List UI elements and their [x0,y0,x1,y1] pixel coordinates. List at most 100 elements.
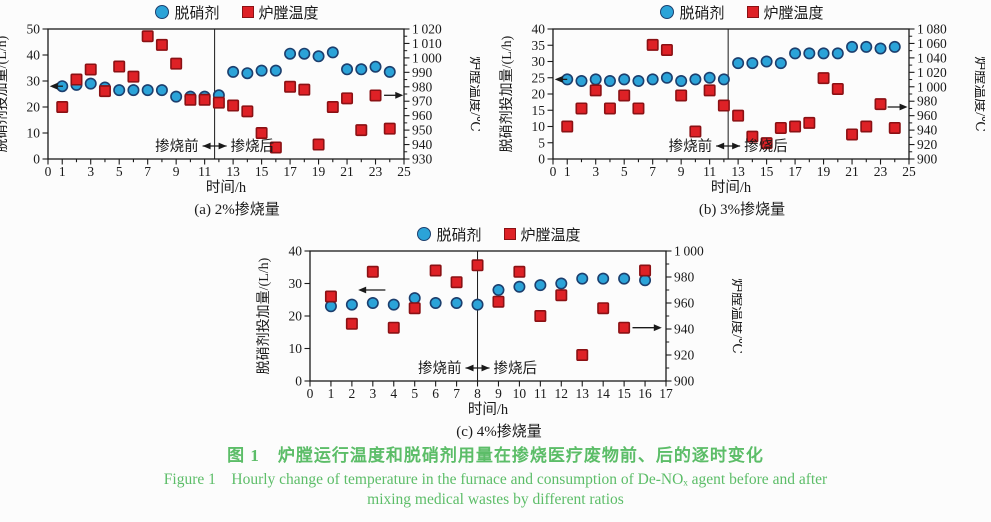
svg-text:25: 25 [902,164,916,179]
svg-text:5: 5 [538,135,545,150]
svg-text:1 000: 1 000 [412,50,442,65]
temp-marker-icon [503,228,516,240]
svg-text:25: 25 [397,164,411,179]
svg-text:16: 16 [638,386,652,401]
svg-text:980: 980 [917,94,938,109]
agent-marker-icon [155,5,170,19]
svg-text:脱硝剂投加量/(L/h): 脱硝剂投加量/(L/h) [499,35,515,152]
legend-item-agent: 脱硝剂 [660,2,725,23]
legend-item-temp: 炉膛温度 [241,2,319,23]
chart-a-subtitle: (a) 2%掺烧量 [194,202,280,218]
svg-text:1 010: 1 010 [412,36,442,51]
svg-text:23: 23 [874,164,888,179]
svg-text:970: 970 [412,94,433,109]
svg-text:炉膛温度/℃: 炉膛温度/℃ [467,56,480,132]
svg-text:940: 940 [674,322,695,337]
figure-caption-cn: 图 1 炉膛运行温度和脱硝剂用量在掺烧医疗废物前、后的逐时变化 [227,446,764,465]
svg-text:9: 9 [173,164,180,179]
svg-text:3: 3 [369,386,376,401]
svg-text:9: 9 [495,386,502,401]
svg-text:炉膛温度/℃: 炉膛温度/℃ [972,56,985,132]
svg-text:1 020: 1 020 [412,22,442,37]
svg-text:1 020: 1 020 [917,65,947,80]
svg-text:930: 930 [412,152,433,167]
svg-text:13: 13 [575,386,589,401]
agent-marker-icon [660,5,675,19]
svg-text:5: 5 [116,164,123,179]
svg-text:1 000: 1 000 [674,244,704,259]
svg-text:40: 40 [289,244,303,259]
chart-b-legend: 脱硝剂 炉膛温度 [499,2,985,22]
svg-text:50: 50 [27,22,41,37]
svg-text:7: 7 [649,164,656,179]
svg-text:17: 17 [283,164,297,179]
svg-text:10: 10 [289,341,303,356]
chart-c-legend: 脱硝剂 炉膛温度 [256,224,742,244]
svg-text:9: 9 [678,164,685,179]
svg-text:5: 5 [411,386,418,401]
figure-caption-en-line2: mixing medical wastes by different ratio… [367,491,624,508]
svg-text:0: 0 [550,164,557,179]
svg-text:900: 900 [917,152,938,167]
svg-text:1 080: 1 080 [917,22,947,37]
svg-text:掺烧后: 掺烧后 [744,138,788,155]
legend-label-temp: 炉膛温度 [520,227,581,244]
svg-text:21: 21 [340,164,354,179]
svg-text:15: 15 [532,103,546,118]
svg-text:10: 10 [532,119,546,134]
svg-text:980: 980 [412,79,433,94]
svg-text:30: 30 [289,276,303,291]
svg-text:11: 11 [198,164,211,179]
svg-text:脱硝剂投加量/(L/h): 脱硝剂投加量/(L/h) [0,35,10,152]
svg-text:12: 12 [555,386,569,401]
svg-text:35: 35 [532,38,546,53]
svg-text:20: 20 [27,100,41,115]
svg-text:时间/h: 时间/h [711,179,752,196]
svg-text:23: 23 [369,164,383,179]
chart-c-plot: 0 1 2 3 4 5 6 7 8 9 10 11 12 13 14 15 16 1701020304090092… [256,244,742,418]
svg-text:13: 13 [731,164,745,179]
svg-text:15: 15 [760,164,774,179]
svg-text:0: 0 [307,386,314,401]
svg-text:10: 10 [513,386,527,401]
svg-text:20: 20 [532,87,546,102]
svg-text:17: 17 [659,386,673,401]
svg-text:0: 0 [45,164,52,179]
svg-text:15: 15 [255,164,269,179]
svg-text:940: 940 [917,123,938,138]
chart-b: 脱硝剂 炉膛温度 0 1 3 5 7 9 11 13 15 17 19 21 23 25 0 5 10 15 20 2… [499,2,985,219]
svg-text:1: 1 [328,386,335,401]
svg-text:掺烧后: 掺烧后 [231,138,275,155]
svg-text:7: 7 [453,386,460,401]
svg-text:3: 3 [87,164,94,179]
svg-text:40: 40 [27,48,41,63]
svg-text:1 000: 1 000 [917,79,947,94]
svg-text:19: 19 [817,164,831,179]
svg-text:960: 960 [412,108,433,123]
svg-text:脱硝剂投加量/(L/h): 脱硝剂投加量/(L/h) [256,257,272,374]
svg-text:1 040: 1 040 [917,50,947,65]
svg-text:40: 40 [532,22,546,37]
svg-text:920: 920 [917,137,938,152]
svg-text:30: 30 [532,54,546,69]
svg-text:8: 8 [474,386,481,401]
chart-b-plot: 0 1 3 5 7 9 11 13 15 17 19 21 23 25051015202530354090… [499,22,985,196]
legend-item-temp: 炉膛温度 [503,224,581,245]
svg-text:时间/h: 时间/h [468,401,509,418]
svg-text:980: 980 [674,270,695,285]
svg-text:940: 940 [412,137,433,152]
svg-text:掺烧前: 掺烧前 [669,138,713,155]
svg-text:15: 15 [617,386,631,401]
svg-text:6: 6 [432,386,439,401]
svg-text:19: 19 [312,164,326,179]
svg-text:0: 0 [295,374,302,389]
legend-label-temp: 炉膛温度 [258,5,319,22]
legend-item-temp: 炉膛温度 [746,2,824,23]
chart-c-subtitle: (c) 4%掺烧量 [456,424,542,440]
svg-text:1 060: 1 060 [917,36,947,51]
legend-item-agent: 脱硝剂 [417,224,482,245]
svg-text:4: 4 [390,386,397,401]
svg-text:30: 30 [27,74,41,89]
legend-label-agent: 脱硝剂 [679,5,725,22]
svg-text:0: 0 [538,152,545,167]
